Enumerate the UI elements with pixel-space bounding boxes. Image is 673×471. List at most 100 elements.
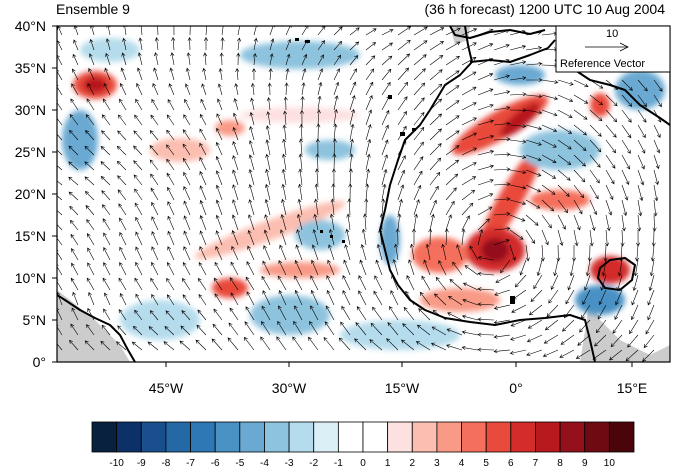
wind-arrow [461, 228, 466, 246]
colorbar-label: 8 [557, 458, 563, 469]
wind-arrow [150, 173, 159, 186]
colorbar-label: -6 [210, 458, 220, 469]
wind-arrow [434, 293, 447, 306]
wind-arrow [314, 183, 319, 201]
wind-arrow [560, 334, 575, 345]
wind-arrow [72, 291, 79, 306]
wind-arrow [579, 319, 591, 333]
wind-arrow [105, 52, 111, 66]
wind-arrow [653, 154, 660, 170]
wind-arrow [630, 304, 639, 321]
wind-arrow [333, 123, 338, 141]
wind-arrow [250, 97, 255, 111]
wind-arrow [637, 94, 647, 108]
wind-arrow [333, 81, 340, 96]
wind-arrow [119, 246, 127, 261]
wind-arrow [525, 199, 541, 209]
wind-arrow [300, 95, 305, 111]
wind-arrow [509, 169, 527, 175]
wind-arrow [68, 161, 79, 171]
wind-arrow [477, 255, 495, 261]
wind-arrow [493, 182, 511, 187]
wind-arrow [232, 155, 239, 171]
wind-arrow [349, 55, 359, 66]
lat-label-30n: 30°N [14, 102, 46, 118]
colorbar-swatch [362, 421, 389, 453]
wind-arrow [119, 82, 127, 96]
wind-arrow [445, 200, 455, 216]
wind-arrow [201, 83, 207, 96]
lon-label-15e: 15°E [616, 380, 648, 396]
wind-arrow [282, 138, 287, 156]
wind-arrow [182, 277, 191, 291]
wind-arrow [401, 339, 415, 351]
wind-arrow [364, 198, 369, 216]
wind-arrow [595, 319, 607, 334]
wind-arrow [642, 349, 655, 362]
wind-arrow [245, 276, 255, 291]
wind-arrow [232, 199, 239, 216]
wind-arrow [184, 98, 191, 111]
wind-arrow [347, 198, 352, 216]
wind-arrow [493, 349, 511, 354]
wind-arrow [151, 201, 159, 216]
wind-arrow [153, 67, 159, 81]
wind-arrow [150, 114, 159, 126]
wind-arrow [403, 306, 415, 321]
wind-arrow [122, 37, 127, 51]
wind-arrow [365, 95, 373, 111]
wind-arrow [386, 338, 399, 351]
wind-arrow [413, 54, 427, 66]
wind-arrow [71, 248, 79, 261]
wind-arrow [204, 36, 209, 50]
wind-arrow [90, 26, 95, 36]
wind-arrow [151, 293, 159, 306]
wind-arrow [199, 246, 207, 261]
wind-arrow [461, 314, 479, 321]
wind-arrow [477, 134, 495, 141]
wind-arrow [283, 110, 288, 126]
wind-arrow [477, 347, 495, 352]
wind-arrow [199, 128, 207, 141]
wind-arrow [293, 320, 303, 336]
wind-arrow [197, 277, 207, 291]
wind-arrow [429, 41, 445, 51]
wind-arrow [166, 144, 175, 156]
wind-arrow [493, 106, 511, 111]
lat-label-20n: 20°N [14, 186, 46, 202]
wind-arrow [509, 124, 527, 129]
wind-arrow [541, 124, 558, 133]
wind-arrow [541, 229, 549, 246]
wind-arrow [118, 309, 127, 321]
colorbar-swatch [559, 421, 586, 453]
wind-arrow [381, 42, 394, 51]
wind-arrow [462, 282, 479, 291]
wind-arrow [415, 341, 431, 351]
wind-arrow [316, 123, 321, 141]
wind-arrow [308, 336, 319, 351]
wind-arrow [234, 83, 239, 96]
wind-arrow [445, 55, 460, 66]
wind-arrow [461, 132, 478, 141]
wind-arrow [627, 334, 639, 348]
wind-arrow [381, 198, 386, 216]
wind-arrow [68, 176, 79, 186]
wind-arrow [317, 95, 322, 111]
wind-arrow [265, 183, 271, 201]
wind-arrow [477, 43, 494, 51]
wind-arrow [653, 169, 659, 186]
wind-arrow [166, 172, 175, 186]
wind-arrow [317, 26, 326, 36]
wind-arrow [116, 341, 127, 351]
wind-arrow [119, 292, 127, 306]
colorbar-label: 4 [458, 458, 465, 469]
wind-arrow [340, 321, 351, 336]
wind-arrow [171, 36, 176, 51]
wind-arrow [163, 341, 175, 351]
wind-arrow [167, 186, 175, 201]
wind-arrow [260, 336, 271, 351]
wind-arrow [573, 154, 586, 167]
colorbar-swatch [288, 421, 315, 453]
islands [295, 38, 515, 304]
wind-arrow [541, 109, 558, 117]
